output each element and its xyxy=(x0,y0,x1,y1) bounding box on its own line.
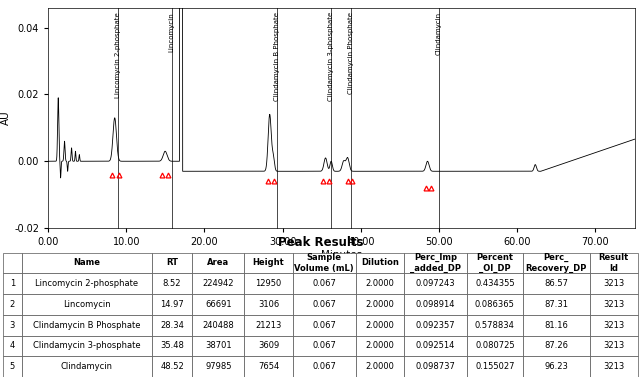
Text: Clindamycin Phosphate: Clindamycin Phosphate xyxy=(349,12,354,94)
Text: Clindamycin 3-phosphate: Clindamycin 3-phosphate xyxy=(328,12,334,101)
Text: Lincomycin 2-phosphate: Lincomycin 2-phosphate xyxy=(115,12,121,98)
Y-axis label: AU: AU xyxy=(1,110,12,125)
X-axis label: Minutes: Minutes xyxy=(320,250,362,260)
Text: Clindamycin B Phosphate: Clindamycin B Phosphate xyxy=(274,12,280,101)
Text: Peak Results: Peak Results xyxy=(278,236,363,248)
Text: Clindamycin: Clindamycin xyxy=(436,12,442,55)
Text: Lincomycin: Lincomycin xyxy=(169,12,174,52)
